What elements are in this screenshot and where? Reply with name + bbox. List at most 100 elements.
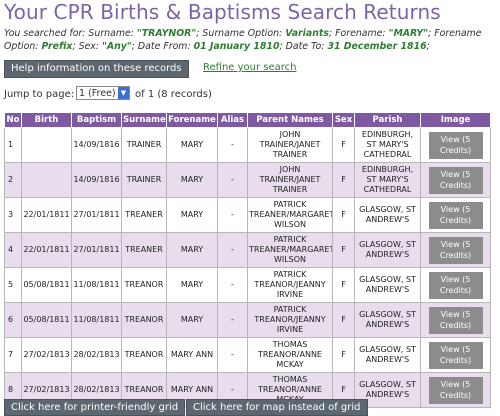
table-row: 7 27/02/1813 28/02/1813 TREANOR MARY ANN - THO… (4, 337, 491, 373)
criteria-line-2: Option: Prefix; Sex: "Any"; Date From: 0… (4, 40, 500, 53)
column-header: Forename (166, 112, 218, 128)
view-image-button[interactable]: View (5 Credits) (428, 236, 483, 264)
view-image-button[interactable]: View (5 Credits) (428, 376, 483, 404)
results-table: No Birth Baptism Surname Forename Alias Parent… (4, 112, 491, 408)
view-image-button[interactable]: View (5 Credits) (428, 341, 483, 369)
cell-image: View (5 Credits) (420, 267, 491, 303)
cell-parish: EDINBURGH, ST MARY'S CATHEDRAL (354, 127, 421, 163)
criteria-forename-option-value: Prefix (41, 41, 73, 52)
cell-baptism: 14/09/1816 (71, 127, 122, 163)
cell-birth: 22/01/1811 (21, 232, 72, 268)
column-header: Alias (217, 112, 248, 128)
page-select-value: 1 (Free) (79, 88, 116, 99)
view-image-button[interactable]: View (5 Credits) (428, 166, 483, 194)
criteria-forename-value: "MARY" (388, 28, 429, 39)
table-header-row: No Birth Baptism Surname Forename Alias Parent… (4, 112, 491, 128)
cell-parents: PATRICK TREANER/MARGARET WILSON (247, 197, 333, 233)
cell-surname: TRAINER (121, 127, 167, 163)
criteria-surname-value: "TRAYNOR" (136, 28, 197, 39)
cell-birth: 05/08/1811 (21, 302, 72, 338)
cell-surname: TREANER (121, 197, 167, 233)
view-image-button[interactable]: View (5 Credits) (428, 131, 483, 159)
cell-sex: F (332, 162, 355, 198)
cell-forename: MARY (166, 127, 218, 163)
cell-image: View (5 Credits) (420, 162, 491, 198)
table-row: 3 22/01/1811 27/01/1811 TREANER MARY - PATRICK… (4, 197, 491, 233)
printer-friendly-button[interactable]: Click here for printer-friendly grid (4, 399, 186, 416)
cell-alias: - (217, 127, 248, 163)
cell-alias: - (217, 232, 248, 268)
cell-forename: MARY (166, 197, 218, 233)
criteria-text: ; Forename: (328, 28, 389, 39)
criteria-date-from-value: 01 January 1810 (193, 41, 280, 52)
cell-sex: F (332, 302, 355, 338)
cell-baptism: 11/08/1811 (71, 267, 122, 303)
column-header: Parent Names (247, 112, 333, 128)
jump-to-page-label: Jump to page: (4, 89, 75, 100)
search-criteria: You searched for: Surname: "TRAYNOR"; Su… (4, 27, 500, 53)
view-image-button[interactable]: View (5 Credits) (428, 201, 483, 229)
criteria-text: You searched for: Surname: (4, 28, 137, 39)
page-select[interactable]: 1 (Free) ▼ (76, 86, 130, 100)
cell-parents: PATRICK TREANOR/JEANNY IRVINE (247, 302, 333, 338)
cell-birth: 27/02/1813 (21, 337, 72, 373)
map-view-button[interactable]: Click here for map instead of grid (186, 399, 368, 416)
cell-birth: 05/08/1811 (21, 267, 72, 303)
column-header: Parish (354, 112, 421, 128)
cell-parish: GLASGOW, ST ANDREW'S (354, 197, 421, 233)
column-header: Sex (332, 112, 355, 128)
cell-sex: F (332, 197, 355, 233)
cell-forename: MARY (166, 302, 218, 338)
cell-parents: JOHN TRAINER/JANET TRAINER (247, 127, 333, 163)
cell-sex: F (332, 337, 355, 373)
table-row: 2 14/09/1816 TRAINER MARY - JOHN TRAINER/JANE… (4, 162, 491, 198)
cell-no: 5 (4, 267, 22, 303)
cell-image: View (5 Credits) (420, 197, 491, 233)
cell-sex: F (332, 127, 355, 163)
cell-no: 7 (4, 337, 22, 373)
cell-image: View (5 Credits) (420, 302, 491, 338)
table-row: 6 05/08/1811 11/08/1811 TREANOR MARY - PATRICK… (4, 302, 491, 338)
column-header: No (4, 112, 22, 128)
column-header: Image (420, 112, 491, 128)
cell-image: View (5 Credits) (420, 372, 491, 408)
criteria-text: ; (426, 41, 430, 52)
cell-baptism: 14/09/1816 (71, 162, 122, 198)
cell-parents: JOHN TRAINER/JANET TRAINER (247, 162, 333, 198)
page-title: Your CPR Births & Baptisms Search Return… (4, 0, 441, 24)
cell-forename: MARY (166, 162, 218, 198)
cell-alias: - (217, 267, 248, 303)
criteria-text: ; Surname Option: (196, 28, 286, 39)
chevron-down-icon[interactable]: ▼ (118, 87, 129, 99)
criteria-sex-value: "Any" (101, 41, 132, 52)
cell-baptism: 27/01/1811 (71, 232, 122, 268)
cell-parish: GLASGOW, ST ANDREW'S (354, 337, 421, 373)
cell-parents: THOMAS TREANOR/ANNE MCKAY (247, 337, 333, 373)
cell-forename: MARY (166, 267, 218, 303)
cell-birth (21, 127, 72, 163)
criteria-text: ; Sex: (72, 41, 102, 52)
criteria-text: Option: (4, 41, 42, 52)
cell-sex: F (332, 267, 355, 303)
cell-parish: GLASGOW, ST ANDREW'S (354, 302, 421, 338)
cell-alias: - (217, 302, 248, 338)
view-image-button[interactable]: View (5 Credits) (428, 271, 483, 299)
help-info-button[interactable]: Help information on these records (4, 60, 189, 78)
cell-no: 1 (4, 127, 22, 163)
criteria-text: ; Date From: (131, 41, 194, 52)
cell-birth (21, 162, 72, 198)
cell-parish: GLASGOW, ST ANDREW'S (354, 267, 421, 303)
cell-image: View (5 Credits) (420, 232, 491, 268)
cell-surname: TREANOR (121, 302, 167, 338)
column-header: Birth (21, 112, 72, 128)
cell-surname: TREANER (121, 232, 167, 268)
cell-sex: F (332, 232, 355, 268)
page-count-text: of 1 (8 records) (135, 89, 212, 100)
view-image-button[interactable]: View (5 Credits) (428, 306, 483, 334)
column-header: Surname (121, 112, 167, 128)
cell-parish: GLASGOW, ST ANDREW'S (354, 232, 421, 268)
refine-search-link[interactable]: Refine your search (203, 62, 297, 73)
cell-surname: TREANOR (121, 267, 167, 303)
cell-alias: - (217, 162, 248, 198)
cell-parents: PATRICK TREANER/MARGARET WILSON (247, 232, 333, 268)
